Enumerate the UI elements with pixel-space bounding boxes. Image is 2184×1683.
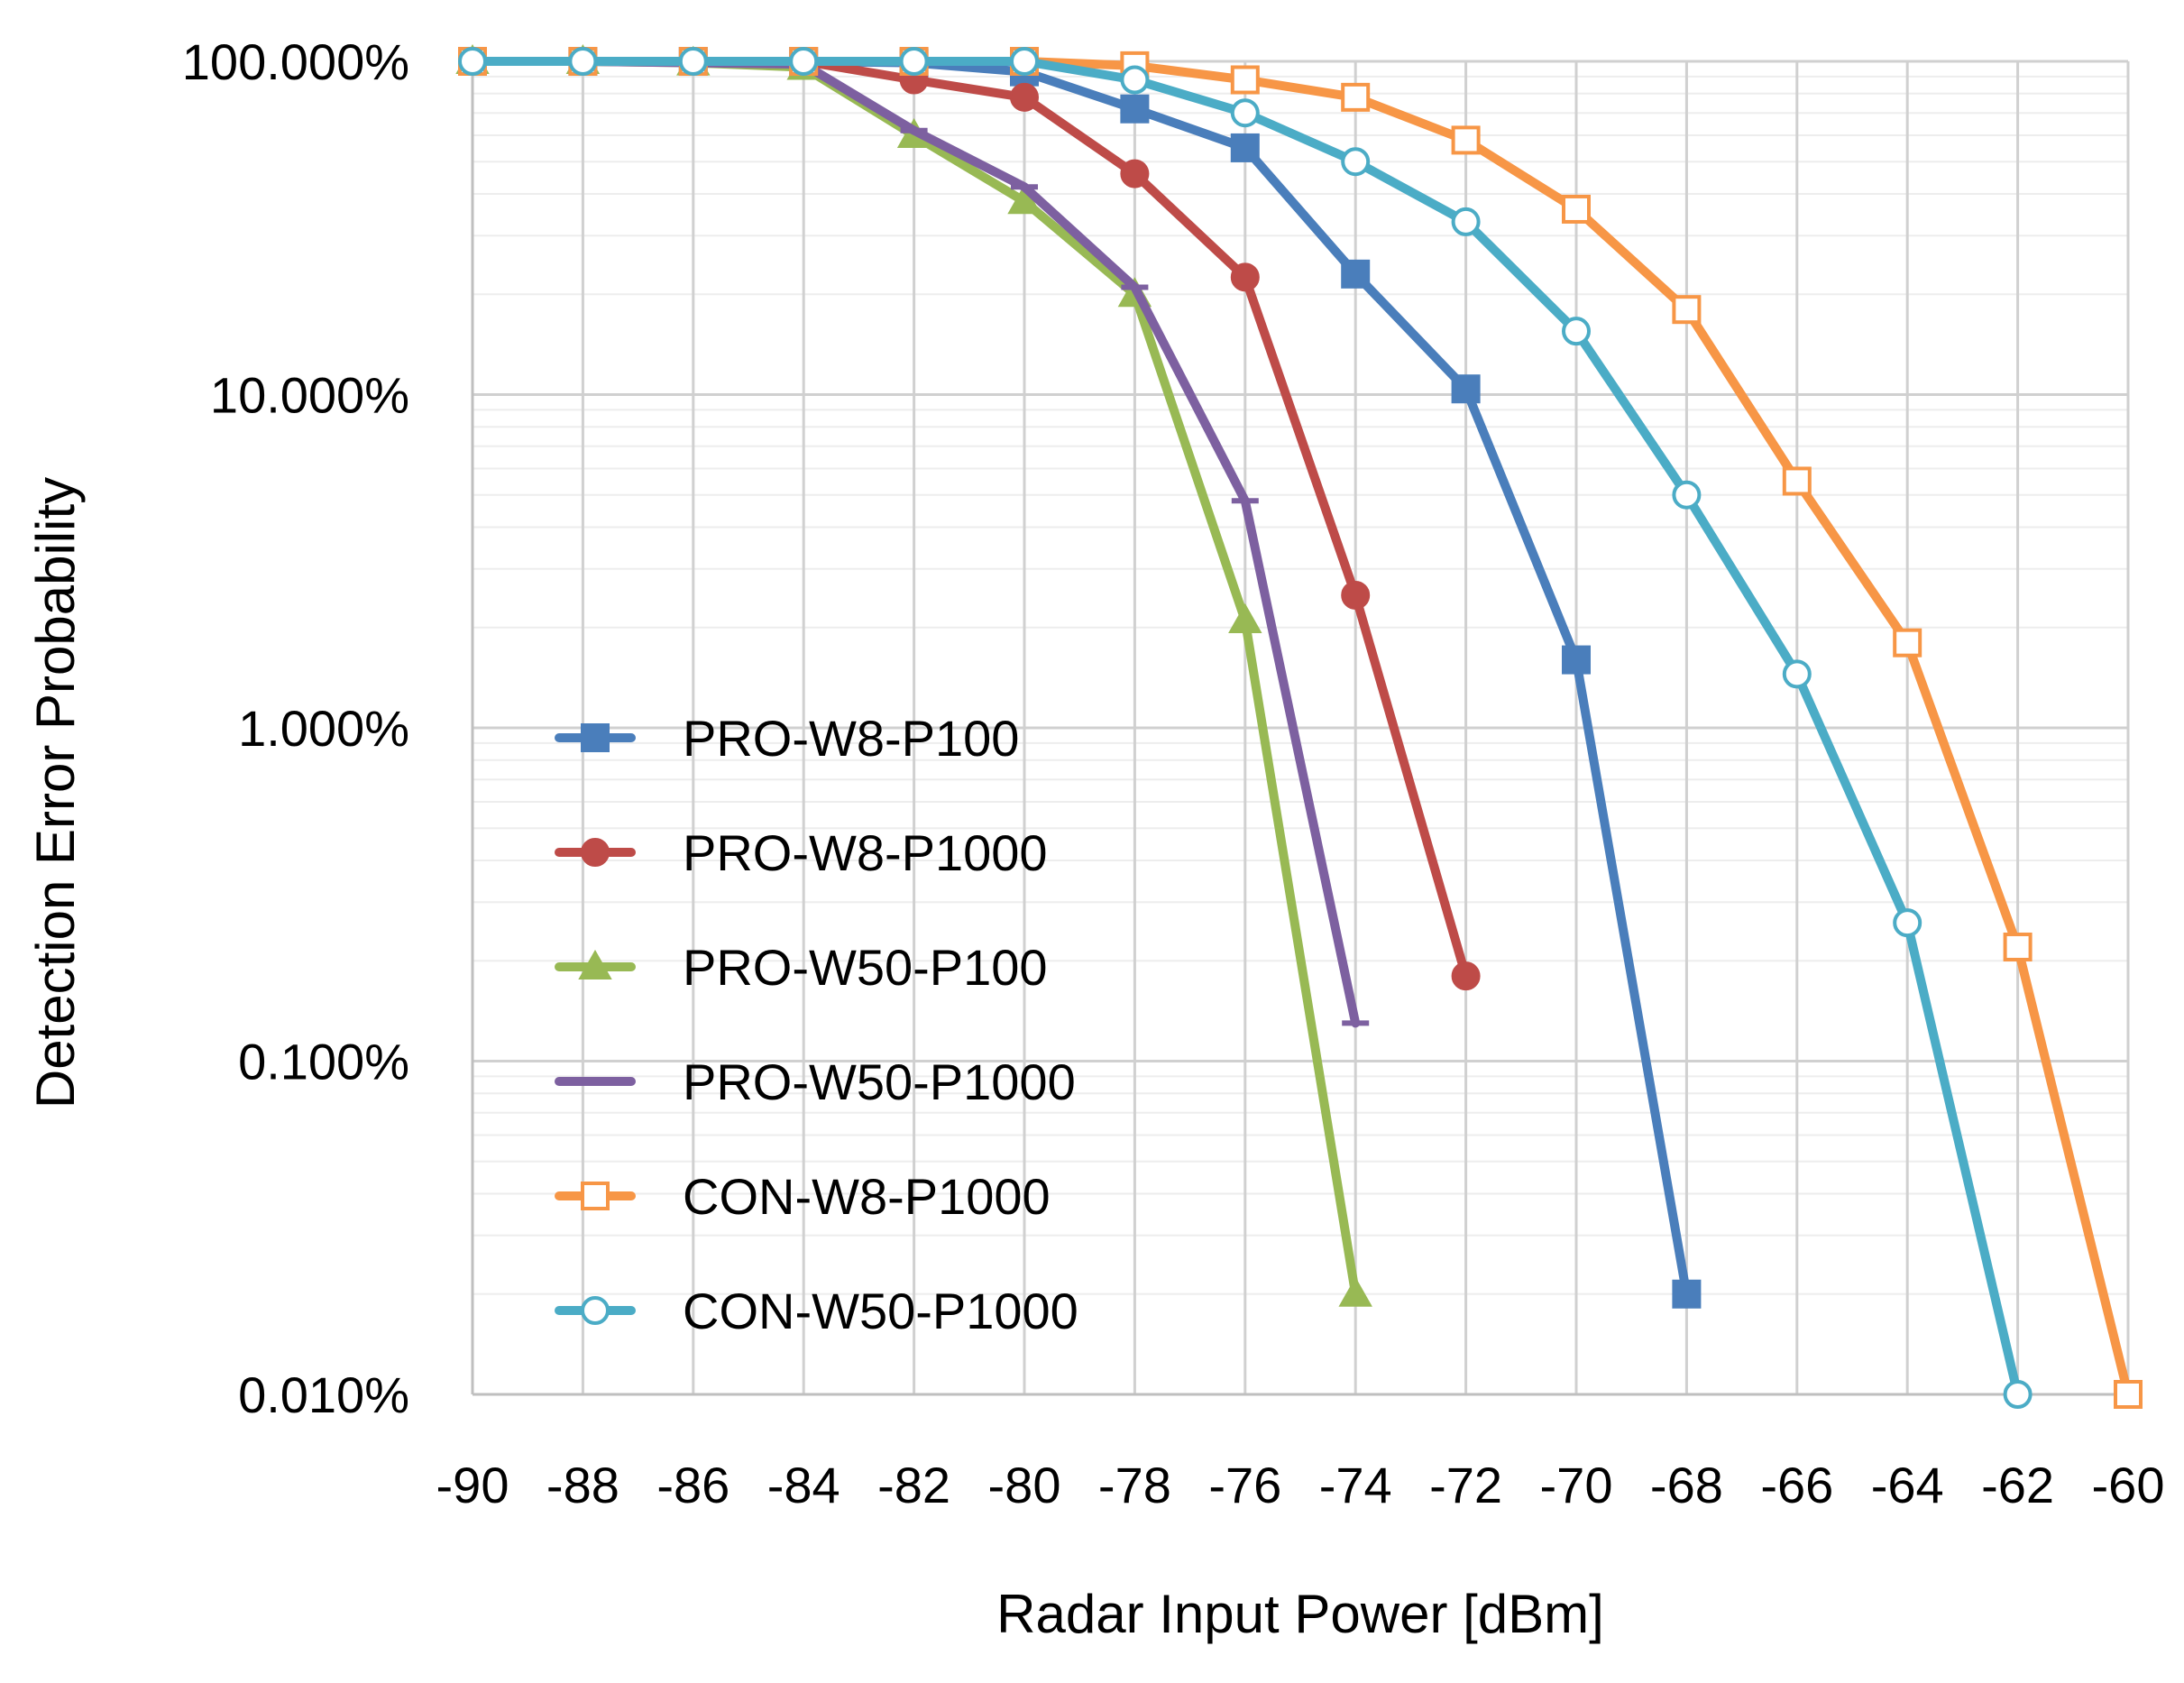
data-point bbox=[1562, 645, 1591, 675]
data-point bbox=[1228, 602, 1262, 633]
legend-label: PRO-W8-P100 bbox=[683, 710, 1019, 767]
data-point bbox=[1010, 82, 1039, 112]
y-tick-label: 0.100% bbox=[238, 1034, 409, 1090]
x-tick-label: -70 bbox=[1540, 1457, 1613, 1513]
legend-marker bbox=[581, 1182, 610, 1210]
data-point bbox=[568, 47, 598, 76]
legend-item: CON-W50-P1000 bbox=[555, 1283, 1078, 1339]
x-tick-label: -74 bbox=[1319, 1457, 1392, 1513]
data-point bbox=[1672, 295, 1702, 325]
legend-label: CON-W50-P1000 bbox=[683, 1283, 1078, 1339]
series-layer bbox=[455, 43, 2143, 1409]
data-point bbox=[1120, 65, 1150, 95]
data-point bbox=[1230, 262, 1260, 292]
legend-marker bbox=[581, 723, 610, 752]
data-point bbox=[1338, 1276, 1372, 1307]
data-point bbox=[1893, 628, 1922, 658]
data-point bbox=[1010, 47, 1039, 76]
data-point bbox=[1451, 961, 1481, 991]
legend-item: PRO-W8-P100 bbox=[555, 710, 1019, 767]
legend-marker bbox=[581, 838, 610, 867]
y-tick-label: 0.010% bbox=[238, 1366, 409, 1423]
data-point bbox=[1230, 65, 1260, 95]
data-point bbox=[1451, 207, 1481, 236]
data-point bbox=[2114, 1380, 2143, 1409]
x-tick-label: -76 bbox=[1208, 1457, 1281, 1513]
series-con-w50-p1000 bbox=[458, 47, 2033, 1409]
legend-label: PRO-W50-P1000 bbox=[683, 1053, 1076, 1110]
legend-marker bbox=[581, 1296, 610, 1325]
data-point bbox=[1672, 480, 1702, 510]
data-point bbox=[458, 47, 487, 76]
legend-label: PRO-W50-P100 bbox=[683, 939, 1048, 996]
axis-layer: 100.000%10.000%1.000%0.100%0.010%-90 -88-… bbox=[182, 33, 2165, 1513]
legend-item: PRO-W8-P1000 bbox=[555, 824, 1048, 881]
x-tick-label: -84 bbox=[767, 1457, 840, 1513]
data-point bbox=[1120, 94, 1150, 124]
data-point bbox=[1672, 1279, 1702, 1309]
legend-item: PRO-W50-P100 bbox=[555, 939, 1048, 996]
x-tick-label: -78 bbox=[1098, 1457, 1171, 1513]
data-point bbox=[1341, 147, 1371, 177]
data-point bbox=[1451, 374, 1481, 404]
x-tick-label: -86 bbox=[656, 1457, 730, 1513]
x-tick-label: -90 bbox=[436, 1457, 509, 1513]
x-tick-label: -88 bbox=[546, 1457, 619, 1513]
x-tick-label: -66 bbox=[1760, 1457, 1833, 1513]
data-point bbox=[1230, 98, 1260, 128]
data-point bbox=[678, 47, 708, 76]
data-point bbox=[2003, 932, 2033, 961]
data-point bbox=[899, 47, 929, 76]
data-point bbox=[1451, 125, 1481, 155]
x-tick-label: -68 bbox=[1650, 1457, 1723, 1513]
y-tick-label: 100.000% bbox=[182, 33, 409, 90]
data-point bbox=[1562, 317, 1591, 346]
data-point bbox=[1341, 580, 1371, 610]
y-tick-label: 1.000% bbox=[238, 700, 409, 757]
data-point bbox=[1230, 133, 1260, 162]
data-point bbox=[789, 47, 819, 76]
data-point bbox=[1341, 259, 1371, 289]
data-point bbox=[2003, 1380, 2033, 1409]
legend: PRO-W8-P100 PRO-W8-P1000 PRO-W50-P100 PRO-W… bbox=[555, 710, 1078, 1339]
legend-label: CON-W8-P1000 bbox=[683, 1168, 1051, 1225]
data-point bbox=[1782, 659, 1812, 689]
x-tick-label: -60 bbox=[2092, 1457, 2165, 1513]
x-tick-label: -80 bbox=[988, 1457, 1061, 1513]
y-tick-label: 10.000% bbox=[210, 367, 409, 424]
data-point bbox=[1562, 194, 1591, 224]
y-axis-title: Detection Error Probability bbox=[25, 477, 86, 1108]
legend-item: CON-W8-P1000 bbox=[555, 1168, 1051, 1225]
x-tick-label: -82 bbox=[877, 1457, 950, 1513]
data-point bbox=[1893, 908, 1922, 938]
legend-label: PRO-W8-P1000 bbox=[683, 824, 1048, 881]
x-tick-label: -64 bbox=[1871, 1457, 1944, 1513]
data-point bbox=[1341, 82, 1371, 112]
data-point bbox=[1782, 466, 1812, 496]
x-tick-label: -62 bbox=[1981, 1457, 2054, 1513]
x-axis-title: Radar Input Power [dBm] bbox=[996, 1584, 1604, 1644]
x-tick-label: -72 bbox=[1429, 1457, 1502, 1513]
data-point bbox=[1120, 159, 1150, 189]
legend-item: PRO-W50-P1000 bbox=[555, 1053, 1076, 1110]
legend-marker bbox=[578, 949, 612, 979]
